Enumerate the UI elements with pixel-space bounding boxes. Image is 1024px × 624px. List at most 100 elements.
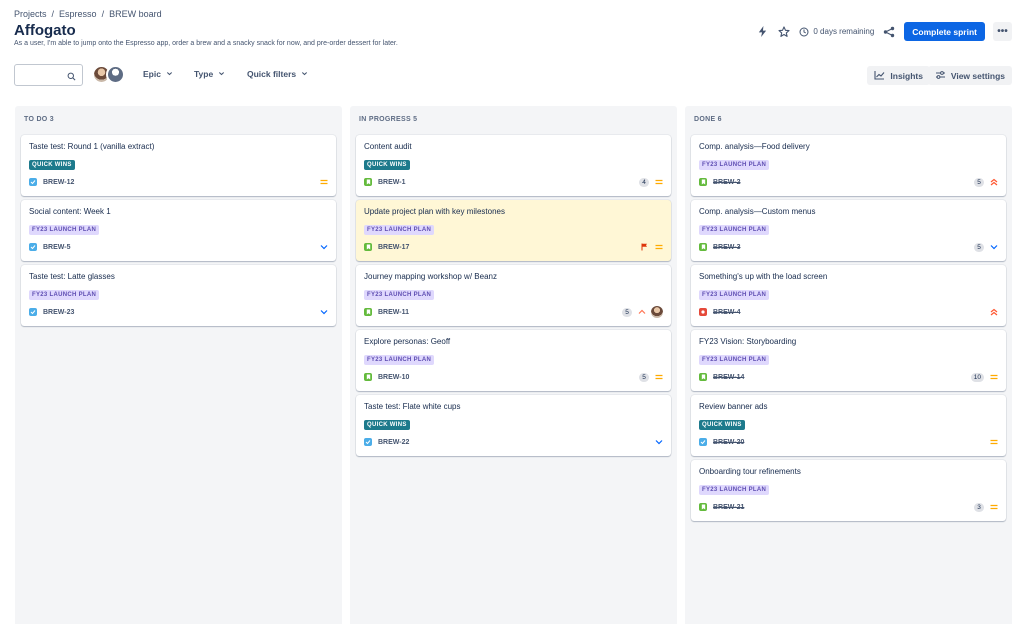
chart-icon	[874, 70, 885, 82]
lightning-icon[interactable]	[755, 25, 769, 39]
epic-label: FY23 LAUNCH PLAN	[699, 225, 770, 235]
issue-card[interactable]: Comp. analysis—Food delivery FY23 LAUNCH…	[691, 135, 1006, 196]
quick-filters[interactable]: Quick filters	[247, 69, 308, 79]
epic-label: FY23 LAUNCH PLAN	[29, 225, 100, 235]
header-actions: 0 days remaining Complete sprint •••	[755, 22, 1012, 41]
card-title: Comp. analysis—Food delivery	[699, 142, 810, 151]
chevron-down-icon	[301, 69, 308, 79]
priority-medium-icon	[654, 178, 663, 187]
insights-label: Insights	[890, 70, 923, 81]
card-title: Explore personas: Geoff	[364, 337, 451, 346]
issue-key[interactable]: BREW-12	[43, 178, 75, 186]
board-toolbar: Epic Type Quick filters Insights View se…	[14, 64, 1012, 86]
insights-button[interactable]: Insights	[867, 66, 930, 85]
issue-key[interactable]: BREW-5	[43, 243, 71, 251]
avatar-filter-group	[92, 65, 125, 84]
issue-key[interactable]: BREW-2	[713, 178, 741, 186]
issue-key[interactable]: BREW-20	[713, 438, 745, 446]
issue-key[interactable]: BREW-3	[713, 243, 741, 251]
task-icon	[364, 438, 372, 446]
epic-label: FY23 LAUNCH PLAN	[364, 225, 435, 235]
issue-key[interactable]: BREW-14	[713, 373, 745, 381]
issue-card[interactable]: Taste test: Round 1 (vanilla extract) QU…	[21, 135, 336, 196]
sliders-icon	[935, 70, 946, 82]
column-title: TO DO 3	[24, 115, 54, 123]
issue-card[interactable]: Comp. analysis—Custom menus FY23 LAUNCH …	[691, 200, 1006, 261]
type-filter-label: Type	[194, 69, 214, 79]
card-title: Taste test: Latte glasses	[29, 272, 115, 281]
story-icon	[364, 308, 372, 316]
priority-highest-icon	[989, 178, 998, 187]
priority-high-icon	[637, 308, 646, 317]
breadcrumb-espresso[interactable]: Espresso	[59, 9, 97, 19]
breadcrumb-separator: /	[51, 9, 55, 19]
story-icon	[699, 373, 707, 381]
issue-key[interactable]: BREW-11	[378, 308, 409, 316]
days-remaining: 0 days remaining	[799, 27, 874, 37]
epic-label: FY23 LAUNCH PLAN	[699, 160, 770, 170]
card-title: Update project plan with key milestones	[364, 207, 505, 216]
view-settings-button[interactable]: View settings	[927, 66, 1012, 85]
bug-icon	[699, 308, 707, 316]
search-input[interactable]	[14, 64, 83, 86]
issue-key[interactable]: BREW-4	[713, 308, 741, 316]
epic-filter[interactable]: Epic	[143, 69, 173, 79]
issue-key[interactable]: BREW-10	[378, 373, 410, 381]
issue-card[interactable]: Something's up with the load screen FY23…	[691, 265, 1006, 326]
avatar[interactable]	[106, 65, 125, 84]
epic-label: QUICK WINS	[699, 420, 745, 430]
epic-label: FY23 LAUNCH PLAN	[699, 355, 770, 365]
type-filter[interactable]: Type	[194, 69, 225, 79]
priority-low-icon	[989, 243, 998, 252]
column-title: DONE 6	[694, 115, 722, 123]
issue-card[interactable]: Onboarding tour refinements FY23 LAUNCH …	[691, 460, 1006, 521]
page-title: Affogato	[14, 22, 76, 39]
days-remaining-label: 0 days remaining	[813, 27, 875, 36]
card-title: Content audit	[364, 142, 412, 151]
epic-label: QUICK WINS	[364, 160, 410, 170]
issue-key[interactable]: BREW-1	[378, 178, 406, 186]
issue-key[interactable]: BREW-22	[378, 438, 410, 446]
breadcrumb-board[interactable]: BREW board	[109, 9, 162, 19]
story-icon	[699, 503, 707, 511]
search-icon	[64, 69, 78, 83]
column-in-progress: IN PROGRESS 5 Content audit QUICK WINS B…	[350, 106, 677, 624]
card-title: Something's up with the load screen	[699, 272, 828, 281]
complete-sprint-button[interactable]: Complete sprint	[904, 22, 985, 41]
task-icon	[29, 178, 37, 186]
task-icon	[29, 243, 37, 251]
card-title: FY23 Vision: Storyboarding	[699, 337, 797, 346]
breadcrumb: Projects / Espresso / BREW board	[14, 9, 162, 19]
breadcrumb-projects[interactable]: Projects	[14, 9, 47, 19]
more-actions-button[interactable]: •••	[993, 22, 1012, 41]
story-points-badge: 4	[639, 177, 649, 187]
issue-key[interactable]: BREW-23	[43, 308, 75, 316]
issue-card[interactable]: Social content: Week 1 FY23 LAUNCH PLAN …	[21, 200, 336, 261]
story-icon	[699, 243, 707, 251]
issue-card[interactable]: Review banner ads QUICK WINS BREW-20	[691, 395, 1006, 456]
priority-low-icon	[654, 438, 663, 447]
card-title: Onboarding tour refinements	[699, 467, 801, 476]
card-title: Social content: Week 1	[29, 207, 111, 216]
priority-medium-icon	[989, 438, 998, 447]
share-icon[interactable]	[882, 25, 896, 39]
issue-card[interactable]: Update project plan with key milestones …	[356, 200, 671, 261]
star-icon[interactable]	[777, 25, 791, 39]
issue-card[interactable]: FY23 Vision: Storyboarding FY23 LAUNCH P…	[691, 330, 1006, 391]
issue-key[interactable]: BREW-17	[378, 243, 410, 251]
assignee-avatar[interactable]	[651, 306, 663, 318]
issue-card[interactable]: Explore personas: Geoff FY23 LAUNCH PLAN…	[356, 330, 671, 391]
priority-medium-icon	[654, 373, 663, 382]
priority-low-icon	[319, 308, 328, 317]
card-title: Taste test: Flate white cups	[364, 402, 461, 411]
priority-low-icon	[319, 243, 328, 252]
epic-label: FY23 LAUNCH PLAN	[29, 290, 100, 300]
issue-card[interactable]: Journey mapping workshop w/ Beanz FY23 L…	[356, 265, 671, 326]
issue-card[interactable]: Taste test: Latte glasses FY23 LAUNCH PL…	[21, 265, 336, 326]
card-title: Comp. analysis—Custom menus	[699, 207, 816, 216]
flag-icon	[640, 243, 649, 252]
issue-card[interactable]: Content audit QUICK WINS BREW-1 4	[356, 135, 671, 196]
story-points-badge: 5	[974, 177, 984, 187]
issue-card[interactable]: Taste test: Flate white cups QUICK WINS …	[356, 395, 671, 456]
issue-key[interactable]: BREW-21	[713, 503, 745, 511]
